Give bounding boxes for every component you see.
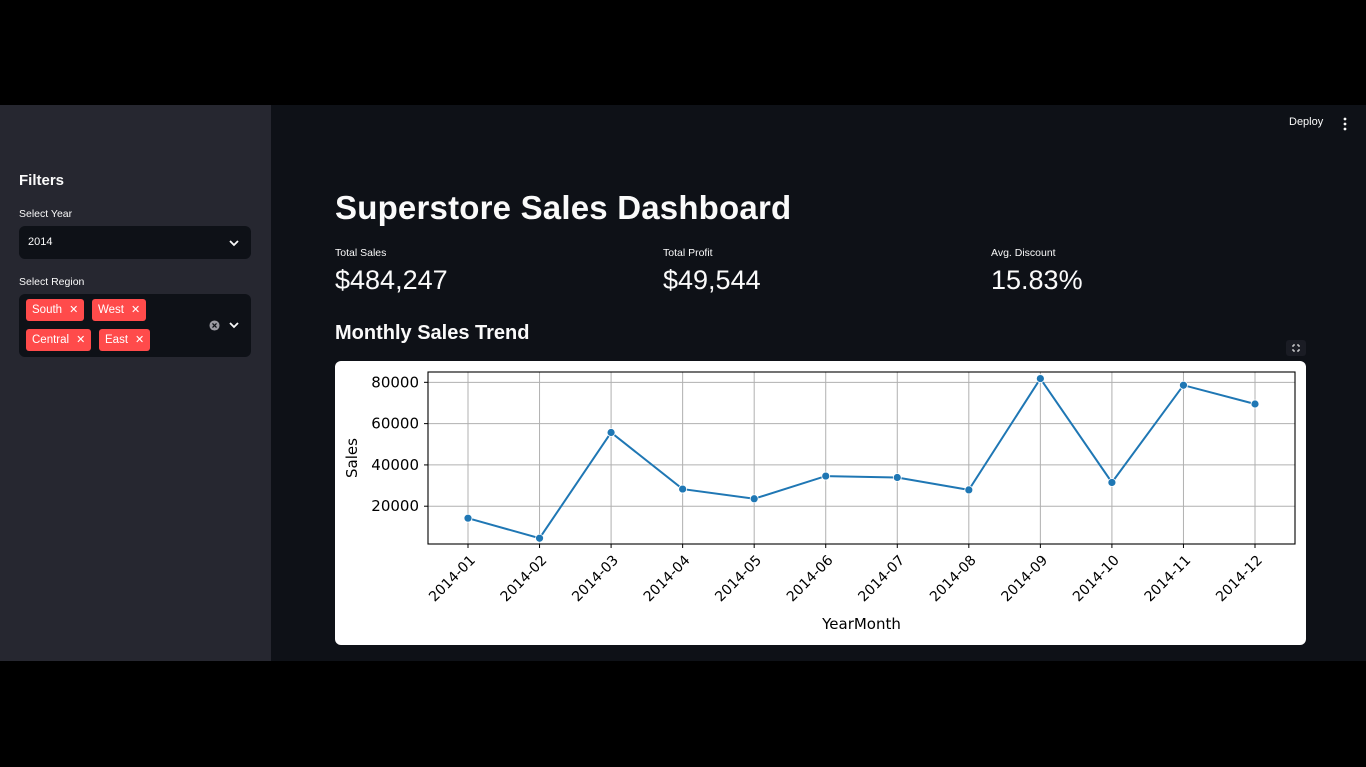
metric-value-total-sales: $484,247 <box>335 265 448 295</box>
plot-frame <box>427 371 1296 545</box>
deploy-button[interactable]: Deploy <box>1289 116 1324 128</box>
remove-tag-icon[interactable]: ✕ <box>131 304 141 316</box>
sales-line-chart: 20000 40000 60000 80000 2014-01 2014-02 2014-0… <box>343 371 1296 633</box>
x-tick-label: 2014-12 <box>1213 553 1266 606</box>
data-point <box>535 533 544 543</box>
page-title: Superstore Sales Dashboard <box>335 189 792 226</box>
metric-label-total-profit: Total Profit <box>663 247 713 259</box>
y-tick-label: 20000 <box>371 497 419 515</box>
sidebar-title: Filters <box>19 172 65 189</box>
data-point <box>749 494 759 504</box>
x-tick-label: 2014-08 <box>927 553 980 606</box>
data-point <box>892 473 902 482</box>
remove-tag-icon[interactable]: ✕ <box>135 334 145 346</box>
data-point <box>463 513 473 523</box>
x-tick-label: 2014-10 <box>1070 553 1123 606</box>
data-point <box>678 484 688 494</box>
data-point <box>964 485 974 495</box>
fullscreen-icon[interactable] <box>1286 340 1306 356</box>
data-point <box>1250 399 1260 409</box>
region-tag-east[interactable]: East ✕ <box>99 329 151 351</box>
data-point <box>821 471 831 481</box>
x-tick-label: 2014-02 <box>498 553 551 606</box>
metric-value-avg-discount: 15.83% <box>991 265 1083 295</box>
metric-label-total-sales: Total Sales <box>335 247 387 259</box>
x-tick-label: 2014-01 <box>426 553 479 606</box>
remove-tag-icon[interactable]: ✕ <box>76 334 86 346</box>
y-tick-label: 80000 <box>371 373 419 391</box>
y-tick-label: 40000 <box>371 456 419 474</box>
region-tag-central[interactable]: Central ✕ <box>26 329 92 351</box>
series-line <box>467 376 1256 540</box>
x-tick-label: 2014-03 <box>569 553 622 606</box>
x-tick-label: 2014-04 <box>641 552 694 605</box>
remove-tag-icon[interactable]: ✕ <box>69 304 79 316</box>
region-tag-south[interactable]: South ✕ <box>26 299 85 321</box>
chevron-down-icon[interactable] <box>227 318 241 332</box>
region-select-label: Select Region <box>19 276 85 288</box>
x-tick-label: 2014-09 <box>999 553 1052 606</box>
x-tick-label: 2014-07 <box>855 553 908 606</box>
chart-section-title: Monthly Sales Trend <box>335 322 530 344</box>
x-tick-label: 2014-06 <box>784 552 837 605</box>
data-point <box>1107 478 1117 487</box>
metric-value-total-profit: $49,544 <box>663 265 761 295</box>
data-point <box>606 428 616 437</box>
year-select-label: Select Year <box>19 208 73 220</box>
data-point <box>1179 380 1188 390</box>
app-root: Filters Select Year 2014 Select Region S… <box>0 105 1366 661</box>
sales-chart: 20000 40000 60000 80000 2014-01 2014-02 2014-0… <box>335 361 1306 645</box>
data-point <box>1035 374 1045 384</box>
x-tick-label: 2014-05 <box>712 553 765 606</box>
x-tick-label: 2014-11 <box>1142 553 1195 606</box>
region-tag-west[interactable]: West ✕ <box>92 299 147 321</box>
year-select[interactable]: 2014 <box>19 226 251 259</box>
top-header: Deploy <box>271 105 1366 145</box>
metric-label-avg-discount: Avg. Discount <box>991 247 1056 259</box>
year-select-value: 2014 <box>28 236 53 248</box>
region-multiselect[interactable]: South ✕ West ✕ Central ✕ East ✕ <box>19 294 251 357</box>
more-options-icon[interactable] <box>1340 117 1350 131</box>
clear-all-icon[interactable] <box>209 320 220 331</box>
sidebar: Filters Select Year 2014 Select Region S… <box>0 105 271 661</box>
chevron-down-icon <box>229 240 239 247</box>
y-tick-label: 60000 <box>371 415 419 433</box>
y-axis-label: Sales <box>343 438 361 478</box>
x-axis-label: YearMonth <box>821 615 901 633</box>
